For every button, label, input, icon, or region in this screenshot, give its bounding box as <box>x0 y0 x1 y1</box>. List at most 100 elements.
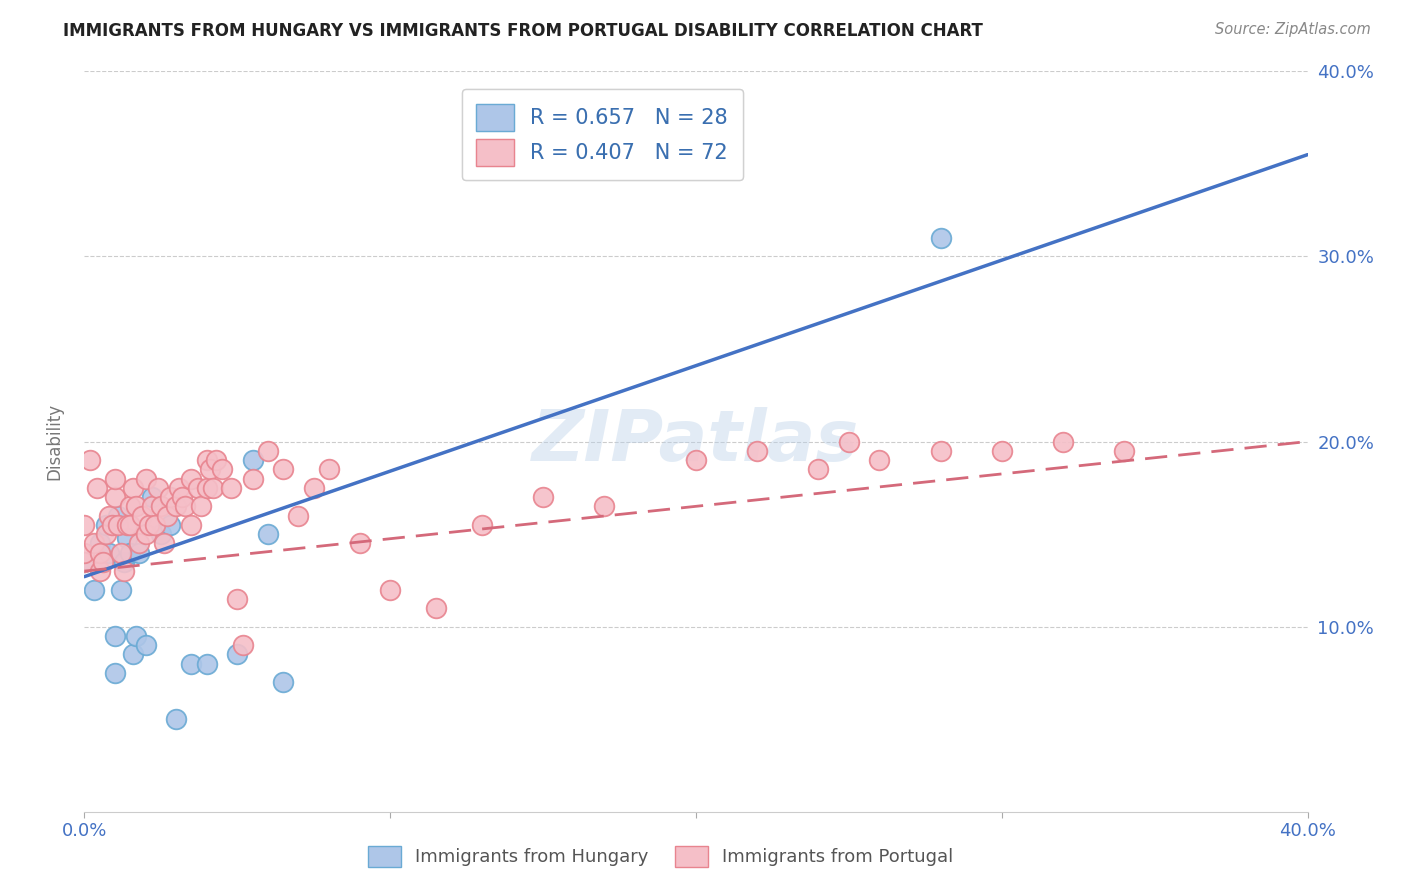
Point <box>991 443 1014 458</box>
Point <box>165 500 187 514</box>
Point <box>318 462 340 476</box>
Point <box>471 517 494 532</box>
Point <box>198 462 221 476</box>
Point <box>257 443 280 458</box>
Point <box>593 500 616 514</box>
Point <box>135 527 157 541</box>
Point <box>219 481 242 495</box>
Point <box>232 638 254 652</box>
Point <box>115 517 138 532</box>
Point <box>101 517 124 532</box>
Point <box>115 531 138 545</box>
Point <box>869 453 891 467</box>
Point <box>125 500 148 514</box>
Point <box>112 564 135 578</box>
Point <box>287 508 309 523</box>
Point <box>104 472 127 486</box>
Point <box>211 462 233 476</box>
Point <box>685 453 707 467</box>
Point <box>838 434 860 449</box>
Point <box>226 591 249 606</box>
Point <box>107 508 129 523</box>
Point <box>73 517 96 532</box>
Point <box>128 545 150 560</box>
Point <box>807 462 830 476</box>
Point <box>149 527 172 541</box>
Point <box>110 545 132 560</box>
Point <box>125 629 148 643</box>
Point <box>747 443 769 458</box>
Point <box>186 481 208 495</box>
Point <box>174 500 197 514</box>
Point <box>271 462 294 476</box>
Point <box>205 453 228 467</box>
Point <box>242 472 264 486</box>
Point <box>153 536 176 550</box>
Legend: Immigrants from Hungary, Immigrants from Portugal: Immigrants from Hungary, Immigrants from… <box>361 838 960 874</box>
Point <box>195 453 218 467</box>
Point <box>201 481 224 495</box>
Point <box>94 517 117 532</box>
Point <box>120 517 142 532</box>
Text: IMMIGRANTS FROM HUNGARY VS IMMIGRANTS FROM PORTUGAL DISABILITY CORRELATION CHART: IMMIGRANTS FROM HUNGARY VS IMMIGRANTS FR… <box>63 22 983 40</box>
Point <box>94 527 117 541</box>
Point <box>172 490 194 504</box>
Point <box>122 648 145 662</box>
Legend: R = 0.657   N = 28, R = 0.407   N = 72: R = 0.657 N = 28, R = 0.407 N = 72 <box>461 89 742 180</box>
Point <box>226 648 249 662</box>
Point <box>97 508 120 523</box>
Point <box>380 582 402 597</box>
Point <box>83 536 105 550</box>
Point <box>1114 443 1136 458</box>
Point <box>141 500 163 514</box>
Point <box>89 545 111 560</box>
Point <box>159 490 181 504</box>
Text: Source: ZipAtlas.com: Source: ZipAtlas.com <box>1215 22 1371 37</box>
Point <box>104 629 127 643</box>
Point <box>425 601 447 615</box>
Point <box>190 500 212 514</box>
Point <box>159 517 181 532</box>
Point <box>120 500 142 514</box>
Point <box>929 231 952 245</box>
Point <box>195 657 218 671</box>
Point <box>349 536 371 550</box>
Point <box>135 472 157 486</box>
Point <box>143 517 166 532</box>
Point <box>165 712 187 726</box>
Point <box>141 490 163 504</box>
Point <box>79 453 101 467</box>
Point <box>180 517 202 532</box>
Point <box>257 527 280 541</box>
Y-axis label: Disability: Disability <box>45 403 63 480</box>
Point <box>131 508 153 523</box>
Point <box>104 665 127 680</box>
Point <box>112 555 135 569</box>
Point <box>73 545 96 560</box>
Point <box>167 481 190 495</box>
Point <box>104 490 127 504</box>
Point <box>89 564 111 578</box>
Text: ZIPatlas: ZIPatlas <box>533 407 859 476</box>
Point <box>110 582 132 597</box>
Point <box>242 453 264 467</box>
Point <box>128 536 150 550</box>
Point <box>271 675 294 690</box>
Point <box>120 545 142 560</box>
Point <box>531 490 554 504</box>
Point <box>101 517 124 532</box>
Point <box>1052 434 1074 449</box>
Point <box>149 500 172 514</box>
Point <box>122 481 145 495</box>
Point <box>180 657 202 671</box>
Point <box>135 638 157 652</box>
Point <box>195 481 218 495</box>
Point <box>302 481 325 495</box>
Point <box>89 536 111 550</box>
Point <box>929 443 952 458</box>
Point <box>83 582 105 597</box>
Point <box>73 555 96 569</box>
Point <box>156 508 179 523</box>
Point <box>86 481 108 495</box>
Point <box>73 555 96 569</box>
